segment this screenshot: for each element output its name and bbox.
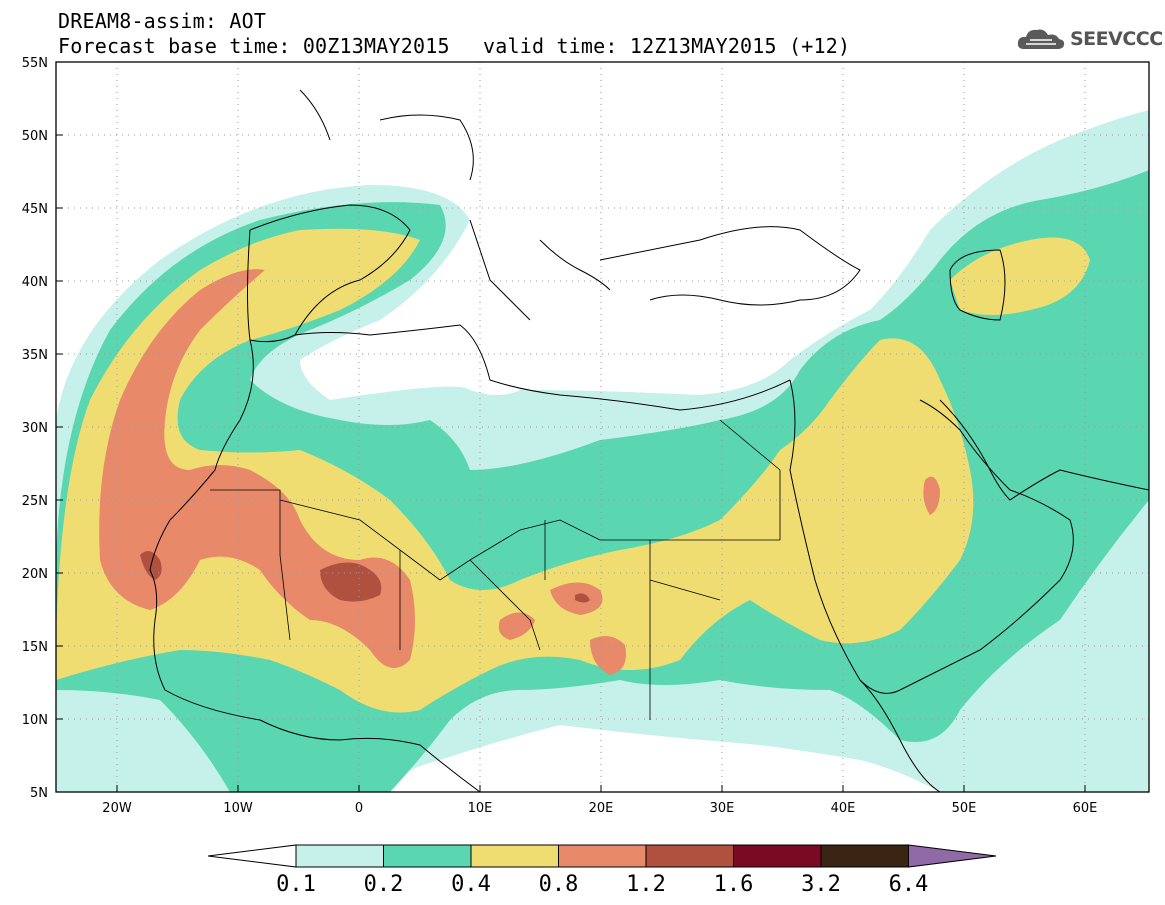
lat-label: 30N [22,421,48,436]
colorbar-level: 1.6 [713,872,754,897]
lat-label: 35N [22,348,48,363]
map-title: DREAM8-assim: AOT [58,9,267,33]
lon-label: 50E [952,801,977,816]
lat-label: 5N [30,786,48,801]
lon-label: 60E [1073,801,1098,816]
lat-label: 25N [22,494,48,509]
colorbar-level: 6.4 [888,872,929,897]
tick-marks [56,61,1086,793]
colorbar-swatch [558,844,647,868]
lat-labels: 55N 50N 45N 40N 35N 30N 25N 20N 15N 10N … [22,56,48,801]
aot-field [56,62,1149,792]
coastlines [149,89,1149,792]
aot-contour-0.8-tibesti [498,612,535,640]
lon-label: 20W [102,801,132,816]
colorbar-level: 0.2 [363,872,404,897]
lon-labels: 20W 10W 0 10E 20E 30E 40E 50E 60E [102,801,1097,816]
lat-label: 10N [22,713,48,728]
colorbar-level: 0.8 [538,872,579,897]
colorbar-swatch [295,844,384,868]
lon-label: 20E [589,801,614,816]
aot-contour-0.8-arabia [923,476,940,515]
lon-label: 10E [468,801,493,816]
lon-label: 30E [710,801,735,816]
aot-contour-0.8-sudan [590,636,626,675]
cloud-logo-icon [1017,29,1065,49]
lat-label: 50N [22,129,48,144]
colorbar-low-arrow [207,844,297,868]
forecast-base-time: Forecast base time: 00Z13MAY2015 [58,34,450,58]
colorbar-level: 0.4 [451,872,491,897]
lon-label: 40E [831,801,856,816]
lat-label: 20N [22,567,48,582]
lon-label: 0 [355,801,363,816]
aot-contour-0.4-caspian [950,237,1090,315]
lat-label: 40N [22,275,48,290]
colorbar-level: 0.1 [276,872,316,897]
logo-text: SEEVCCC [1070,28,1163,50]
colorbar-swatch [470,844,559,868]
graticule [56,62,1149,792]
colorbar-level: 1.2 [626,872,666,897]
lat-label: 55N [22,56,48,71]
colorbar-swatch [733,844,822,868]
colorbar-swatch [383,844,472,868]
colorbar-swatch [820,844,909,868]
borders [210,419,781,720]
colorbar-high-arrow [908,844,997,868]
valid-time: valid time: 12Z13MAY2015 (+12) [483,34,851,58]
seevccc-logo: SEEVCCC [1016,24,1163,54]
aot-contour-1.2-chad [575,593,590,603]
lon-label: 10W [223,801,253,816]
lat-label: 45N [22,202,48,217]
aot-contour-1.2-mali [320,562,382,602]
lat-label: 15N [22,640,48,655]
colorbar [207,844,997,868]
colorbar-level: 3.2 [801,872,841,897]
colorbar-swatch [645,844,734,868]
